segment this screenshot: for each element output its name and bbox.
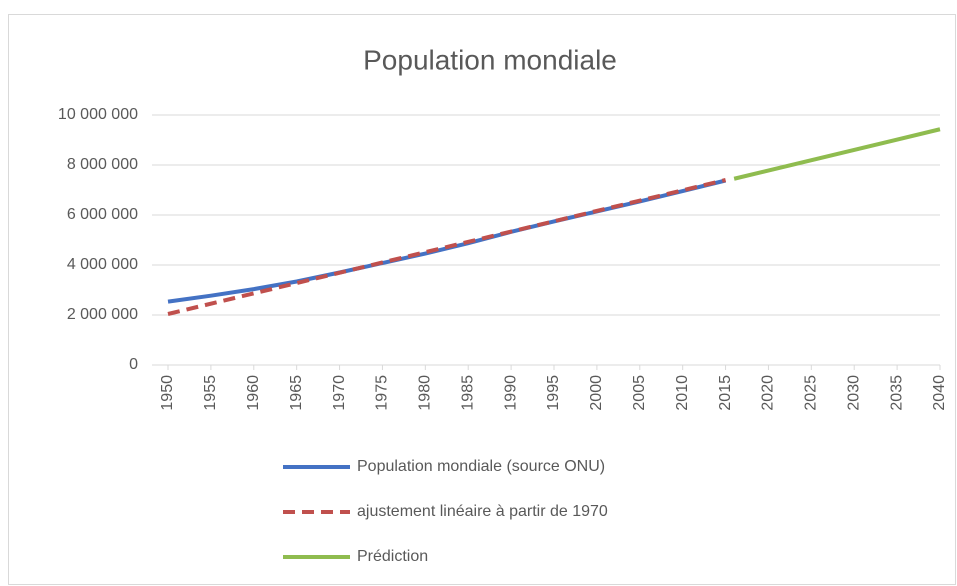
x-tick-label: 2015 bbox=[717, 375, 734, 411]
x-tick-label: 2030 bbox=[845, 375, 862, 411]
series-line bbox=[733, 127, 941, 181]
x-tick-label: 1990 bbox=[502, 375, 519, 411]
x-tick-label: 1995 bbox=[545, 375, 562, 411]
x-tick-label: 1975 bbox=[374, 375, 391, 411]
y-tick-label: 10 000 000 bbox=[58, 106, 138, 123]
x-tick-label: 1955 bbox=[202, 375, 219, 411]
x-tick-label: 1970 bbox=[331, 375, 348, 411]
y-tick-label: 0 bbox=[129, 356, 138, 373]
legend-label: Prédiction bbox=[357, 548, 428, 565]
x-tick-label: 2005 bbox=[631, 375, 648, 411]
x-tick-label: 1985 bbox=[459, 375, 476, 411]
x-tick-label: 2035 bbox=[888, 375, 905, 411]
x-tick-label: 1980 bbox=[417, 375, 434, 411]
y-tick-label: 2 000 000 bbox=[67, 306, 138, 323]
x-tick-label: 2000 bbox=[588, 375, 605, 411]
legend-label: ajustement linéaire à partir de 1970 bbox=[357, 503, 608, 520]
y-tick-label: 6 000 000 bbox=[67, 206, 138, 223]
x-tick-label: 2040 bbox=[931, 375, 948, 411]
legend-label: Population mondiale (source ONU) bbox=[357, 458, 605, 475]
x-tick-label: 2020 bbox=[760, 375, 777, 411]
y-tick-label: 8 000 000 bbox=[67, 156, 138, 173]
x-tick-label: 1960 bbox=[245, 375, 262, 411]
chart-title: Population mondiale bbox=[363, 44, 617, 75]
x-tick-label: 2010 bbox=[674, 375, 691, 411]
x-tick-label: 1965 bbox=[288, 375, 305, 411]
x-tick-label: 1950 bbox=[159, 375, 176, 411]
y-tick-label: 4 000 000 bbox=[67, 256, 138, 273]
series-line bbox=[167, 178, 727, 316]
chart-border bbox=[8, 14, 956, 585]
x-tick-label: 2025 bbox=[803, 375, 820, 411]
